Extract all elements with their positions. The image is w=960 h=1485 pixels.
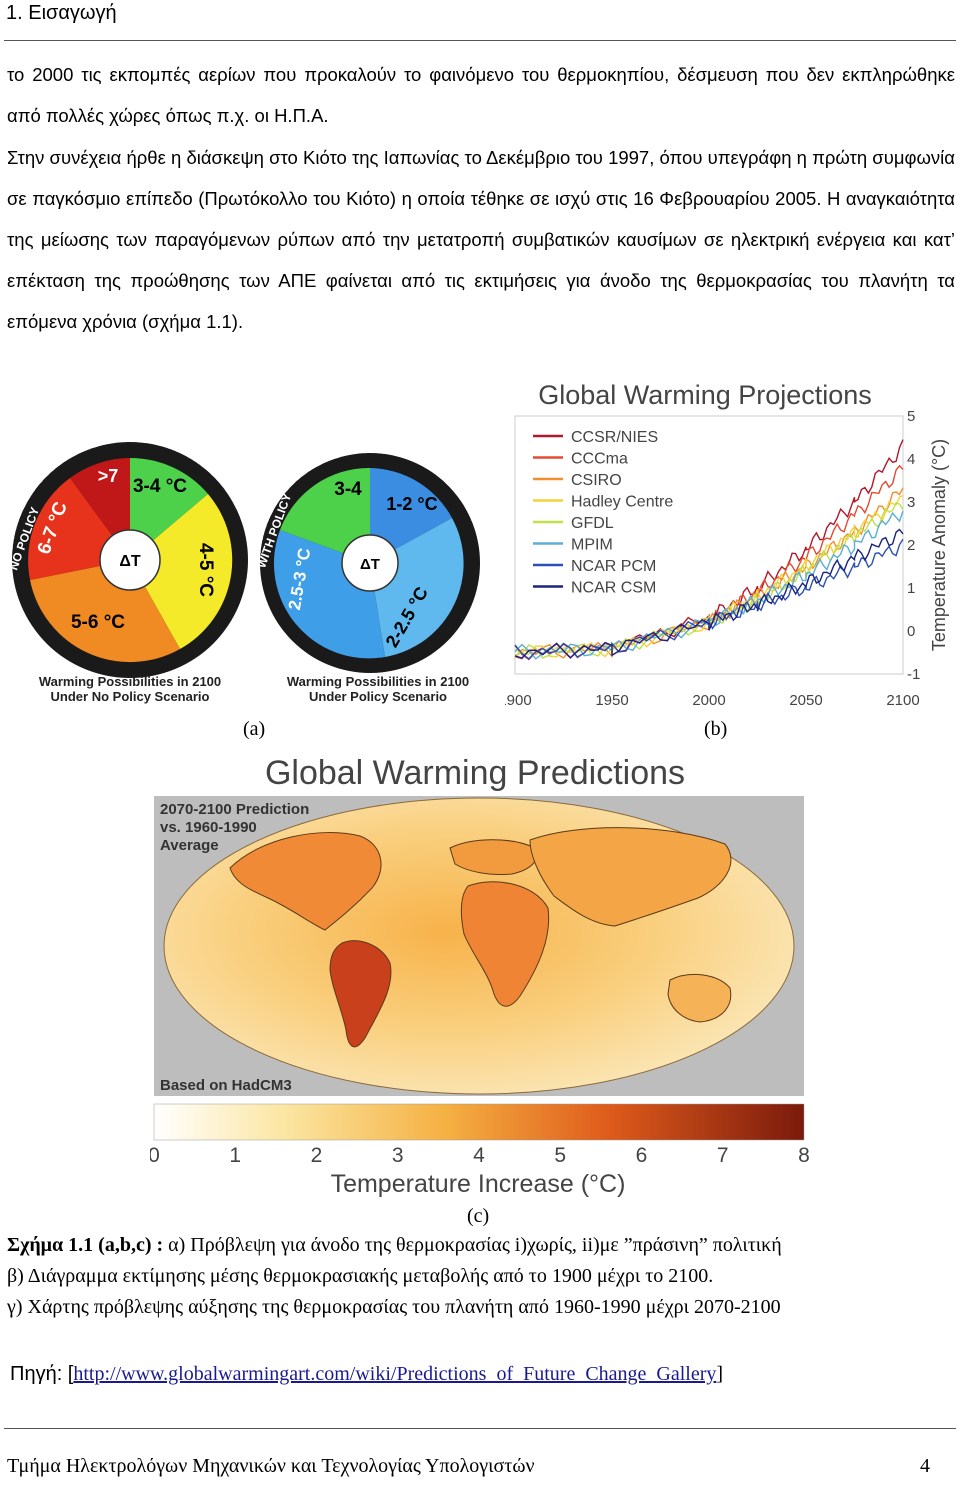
chapter-header: 1. Εισαγωγή (6, 2, 117, 24)
left-seg-2: 4-5 °C (195, 543, 216, 597)
legend-label-5: MPIM (571, 537, 613, 554)
no-policy-wheel: ΔT 3-4 °C 4-5 °C 5-6 °C 6-7 °C >7 CHANGE… (4, 434, 248, 704)
scale-tick-label: 0 (150, 1144, 160, 1167)
figure-a-label: (a) (243, 718, 266, 740)
x-tick-label: 2000 (692, 692, 725, 709)
continent-australia (667, 974, 732, 1023)
footer-rule (4, 1428, 956, 1429)
left-caption-1: Warming Possibilities in 2100 (39, 674, 221, 689)
right-caption-2: Under Policy Scenario (309, 689, 447, 704)
map-inset-2: vs. 1960-1990 (160, 819, 257, 836)
legend-label-1: CCCma (571, 451, 628, 468)
x-tick-label: 2050 (789, 692, 822, 709)
map-inset-1: 2070-2100 Prediction (160, 801, 309, 818)
legend-label-2: CSIRO (571, 472, 622, 489)
right-caption-1: Warming Possibilities in 2100 (287, 674, 469, 689)
scale-tick-label: 8 (798, 1144, 810, 1167)
source-link[interactable]: http://www.globalwarmingart.com/wiki/Pre… (73, 1363, 717, 1385)
x-tick-label: 1950 (595, 692, 628, 709)
y-tick-label: 2 (907, 537, 915, 554)
map-title: Global Warming Predictions (265, 754, 685, 792)
figure-c-map: Global Warming Predictions 2070-2100 Pre… (150, 754, 810, 1198)
chart-b-title: Global Warming Projections (538, 380, 872, 410)
source-prefix: Πηγή: [ (10, 1363, 74, 1385)
left-seg-3: 5-6 °C (71, 612, 125, 633)
y-tick-label: 3 (907, 494, 915, 511)
map-inset-3: Average (160, 837, 219, 854)
y-tick-label: 0 (907, 623, 915, 640)
legend-label-3: Hadley Centre (571, 494, 673, 511)
page-number: 4 (920, 1455, 930, 1477)
continent-asia (529, 827, 732, 927)
continent-north-america (229, 832, 382, 931)
series-line-6 (514, 538, 904, 660)
figure-a-wheels: ΔT 3-4 °C 4-5 °C 5-6 °C 6-7 °C >7 CHANGE… (4, 434, 481, 704)
y-tick-label: -1 (907, 666, 920, 683)
y-tick-label: 4 (907, 451, 915, 468)
footer-department: Τμήμα Ηλεκτρολόγων Μηχανικών και Τεχνολο… (7, 1455, 535, 1477)
legend-label-6: NCAR PCM (571, 558, 656, 575)
scale-tick-label: 6 (636, 1144, 648, 1167)
scale-label: Temperature Increase (°C) (331, 1170, 626, 1198)
y-tick-label: 1 (907, 580, 915, 597)
figure-b-chart: Global Warming Projections 1900 1950 2000 2… (505, 380, 949, 709)
scale-tick-label: 4 (473, 1144, 485, 1167)
map-based-on: Based on HadCM3 (160, 1077, 292, 1094)
y-tick-label: 5 (907, 408, 915, 425)
temperature-scale-bar (153, 1103, 805, 1141)
source-line: Πηγή: [http://www.globalwarmingart.com/w… (10, 1363, 723, 1386)
x-tick-label: 1900 (505, 692, 532, 709)
figure-caption-line-2: β) Διάγραμμα εκτίμησης μέσης θερμοκρασια… (7, 1265, 714, 1287)
right-seg-1: 3-4 (334, 479, 362, 500)
paragraph-2: Στην συνέχεια ήρθε η διάσκεψη στο Κιότο … (7, 147, 955, 332)
source-suffix: ] (716, 1363, 724, 1385)
left-caption-2: Under No Policy Scenario (51, 689, 210, 704)
scale-tick-label: 3 (392, 1144, 404, 1167)
chart-b-ylabel: Temperature Anomaly (°C) (929, 439, 949, 651)
figure-c-label: (c) (467, 1205, 490, 1227)
caption-bold: Σχήμα 1.1 (a,b,c) : (7, 1234, 164, 1256)
continent-africa (460, 881, 550, 1007)
left-center-delta: ΔT (119, 553, 141, 570)
figure-caption-line-1: Σχήμα 1.1 (a,b,c) : α) Πρόβλεψη για άνοδ… (7, 1230, 955, 1261)
scale-tick-label: 7 (717, 1144, 729, 1167)
legend-label-0: CCSR/NIES (571, 429, 658, 446)
scale-tick-label: 2 (311, 1144, 323, 1167)
x-tick-label: 2100 (886, 692, 919, 709)
paragraph-1: το 2000 τις εκπομπές αερίων που προκαλού… (7, 64, 955, 126)
header-rule (4, 40, 956, 41)
caption-text-1: α) Πρόβλεψη για άνοδο της θερμοκρασίας i… (163, 1234, 782, 1256)
left-seg-5: >7 (98, 466, 119, 486)
scale-tick-label: 1 (229, 1144, 241, 1167)
right-seg-2: 1-2 °C (386, 494, 437, 514)
figure-caption-line-3: γ) Χάρτης πρόβλεψης αύξησης της θερμοκρα… (7, 1296, 781, 1318)
legend-label-7: NCAR CSM (571, 580, 656, 597)
left-seg-1: 3-4 °C (133, 476, 187, 497)
policy-wheel: ΔT 3-4 1-2 °C 2-2.5 °C 2.5-3 °C CHANGE I… (252, 445, 481, 704)
scale-tick-label: 5 (554, 1144, 566, 1167)
legend-label-4: GFDL (571, 515, 614, 532)
continent-south-america (329, 940, 392, 1048)
right-center-delta: ΔT (360, 556, 380, 573)
figure-b-label: (b) (704, 718, 728, 740)
series-line-7 (514, 528, 904, 659)
